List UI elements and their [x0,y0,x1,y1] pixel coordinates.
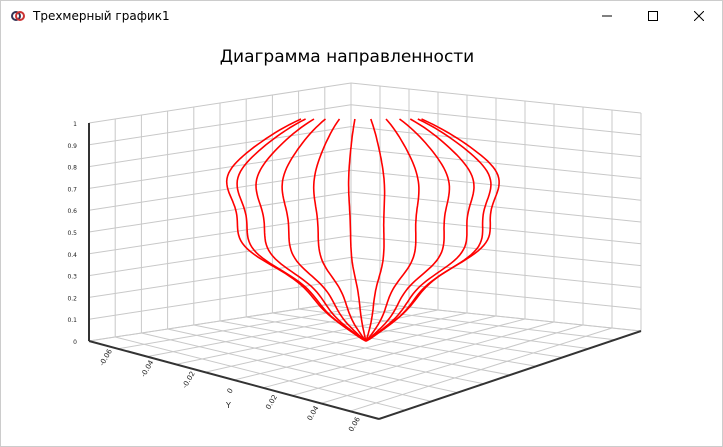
grid-line [246,316,537,367]
y-tick-label: -0.02 [181,370,197,390]
z-tick-label: 0.1 [67,317,77,324]
z-tick-label: 1 [73,121,77,128]
grid-line [298,308,589,350]
minimize-button[interactable] [584,1,630,31]
grid-line [233,315,497,381]
z-tick-label: 0.9 [67,143,77,150]
pattern-curve [365,118,386,342]
app-icon [11,11,25,21]
plot-3d: Диаграмма направленности 0 0.1 0.2 0.3 0.4 0.… [67,47,642,433]
grid-line [291,321,555,397]
z-tick-label: 0.3 [67,274,77,281]
z-tick-label: 0.8 [67,165,77,172]
y-tick-label: 0 [226,387,235,395]
grid-line [262,318,526,389]
pattern-curve [255,118,367,342]
pattern-curve [312,118,367,342]
pattern-curve [365,118,500,342]
z-tick-label: 0.5 [67,230,77,237]
close-button[interactable] [676,1,722,31]
title-bar: Трехмерный график1 [1,1,722,31]
y-axis [88,340,380,420]
y-axis-label: Y [225,401,231,410]
z-tick-label: 0.4 [67,252,77,259]
y-tick-label: 0.06 [347,415,362,433]
pattern-curve [236,118,367,342]
y-tick-label: -0.06 [98,347,114,367]
grid-line [320,324,584,404]
pattern-curve [365,118,492,342]
x-axis [378,330,642,420]
maximize-button[interactable] [630,1,676,31]
pattern-curve [347,118,367,342]
pattern-curve [281,118,367,342]
pattern-curve [365,118,420,342]
z-tick-label: 0.2 [67,295,77,302]
z-tick-label: 0.7 [67,186,77,193]
pattern-curve [225,118,367,342]
y-tick-label: -0.04 [139,358,155,378]
pattern-curve [365,118,475,342]
plot-title: Диаграмма направленности [220,47,475,67]
y-tick-label: 0.02 [264,393,279,411]
z-tick-label: 0.6 [67,208,77,215]
pattern-curve [365,118,451,342]
z-tick-label: 0 [73,339,77,346]
grid-line [349,327,613,412]
y-tick-label: 0.04 [306,404,321,422]
window-title: Трехмерный график1 [33,9,170,23]
grid-line [350,300,642,332]
grid-line [272,312,563,358]
